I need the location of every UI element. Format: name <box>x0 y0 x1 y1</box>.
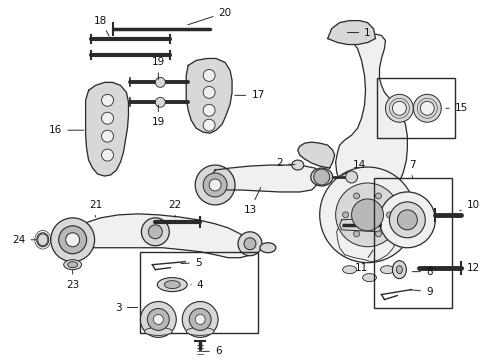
Circle shape <box>386 212 392 218</box>
Ellipse shape <box>186 328 214 336</box>
Circle shape <box>189 309 211 330</box>
Bar <box>377 78 454 138</box>
Circle shape <box>412 94 440 122</box>
Text: 1: 1 <box>346 28 370 37</box>
Circle shape <box>140 302 176 337</box>
Text: 7: 7 <box>408 160 415 178</box>
Circle shape <box>102 94 113 106</box>
Ellipse shape <box>37 233 49 247</box>
Ellipse shape <box>362 274 376 282</box>
Circle shape <box>335 183 399 247</box>
Text: 2: 2 <box>276 158 294 168</box>
Circle shape <box>385 94 412 122</box>
Text: 15: 15 <box>445 103 467 113</box>
Circle shape <box>153 315 163 324</box>
Circle shape <box>353 193 359 199</box>
Circle shape <box>353 231 359 237</box>
Circle shape <box>203 69 215 81</box>
Text: 22: 22 <box>168 200 182 217</box>
Circle shape <box>148 225 162 239</box>
Circle shape <box>420 101 433 115</box>
Circle shape <box>345 171 357 183</box>
Circle shape <box>203 119 215 131</box>
Bar <box>374 178 451 307</box>
Text: 19: 19 <box>151 105 164 127</box>
Text: 21: 21 <box>89 200 102 217</box>
Text: 5: 5 <box>181 258 201 268</box>
Circle shape <box>392 101 406 115</box>
Ellipse shape <box>260 243 275 253</box>
Circle shape <box>375 193 381 199</box>
Text: 14: 14 <box>341 160 366 176</box>
Circle shape <box>203 104 215 116</box>
Circle shape <box>209 179 221 191</box>
Circle shape <box>203 86 215 98</box>
Text: 10: 10 <box>459 200 479 211</box>
Ellipse shape <box>392 261 406 279</box>
Circle shape <box>319 167 414 263</box>
Ellipse shape <box>157 278 187 292</box>
Circle shape <box>397 210 416 230</box>
Ellipse shape <box>164 280 180 289</box>
Circle shape <box>238 232 262 256</box>
Circle shape <box>59 226 86 254</box>
Text: 23: 23 <box>66 270 79 289</box>
Polygon shape <box>297 142 334 168</box>
Text: 11: 11 <box>354 250 372 273</box>
Polygon shape <box>339 218 381 232</box>
Circle shape <box>102 112 113 124</box>
Ellipse shape <box>396 266 402 274</box>
Circle shape <box>388 202 425 238</box>
Ellipse shape <box>342 266 356 274</box>
Polygon shape <box>329 32 407 202</box>
Text: 24: 24 <box>12 235 36 245</box>
Ellipse shape <box>67 262 78 268</box>
Circle shape <box>195 165 235 205</box>
Ellipse shape <box>63 260 81 270</box>
Circle shape <box>244 238 255 250</box>
Circle shape <box>375 231 381 237</box>
Text: 20: 20 <box>187 8 231 25</box>
Text: 18: 18 <box>94 15 109 36</box>
Text: 8: 8 <box>411 267 432 276</box>
Ellipse shape <box>291 160 303 170</box>
Ellipse shape <box>144 328 172 336</box>
Circle shape <box>147 309 169 330</box>
Text: 17: 17 <box>234 90 264 100</box>
Polygon shape <box>210 165 319 192</box>
Polygon shape <box>327 21 375 45</box>
Circle shape <box>155 77 165 87</box>
Bar <box>140 252 258 333</box>
Polygon shape <box>85 82 128 176</box>
Circle shape <box>351 199 383 231</box>
Text: 6: 6 <box>203 346 221 356</box>
Circle shape <box>65 233 80 247</box>
Circle shape <box>51 218 94 262</box>
Text: 13: 13 <box>243 188 260 215</box>
Polygon shape <box>186 58 232 133</box>
Polygon shape <box>61 214 251 258</box>
Ellipse shape <box>380 266 394 274</box>
Text: 9: 9 <box>409 287 432 297</box>
Text: 12: 12 <box>460 263 479 273</box>
Text: 19: 19 <box>151 58 164 80</box>
Ellipse shape <box>310 168 332 186</box>
Text: 16: 16 <box>49 125 83 135</box>
Circle shape <box>342 212 348 218</box>
Circle shape <box>203 173 226 197</box>
Text: 3: 3 <box>115 302 137 312</box>
Circle shape <box>155 97 165 107</box>
Circle shape <box>313 169 329 185</box>
Polygon shape <box>336 215 397 262</box>
Circle shape <box>195 315 205 324</box>
Circle shape <box>141 218 169 246</box>
Circle shape <box>379 192 434 248</box>
Circle shape <box>102 149 113 161</box>
Text: 4: 4 <box>191 280 203 289</box>
Circle shape <box>102 130 113 142</box>
Circle shape <box>182 302 218 337</box>
